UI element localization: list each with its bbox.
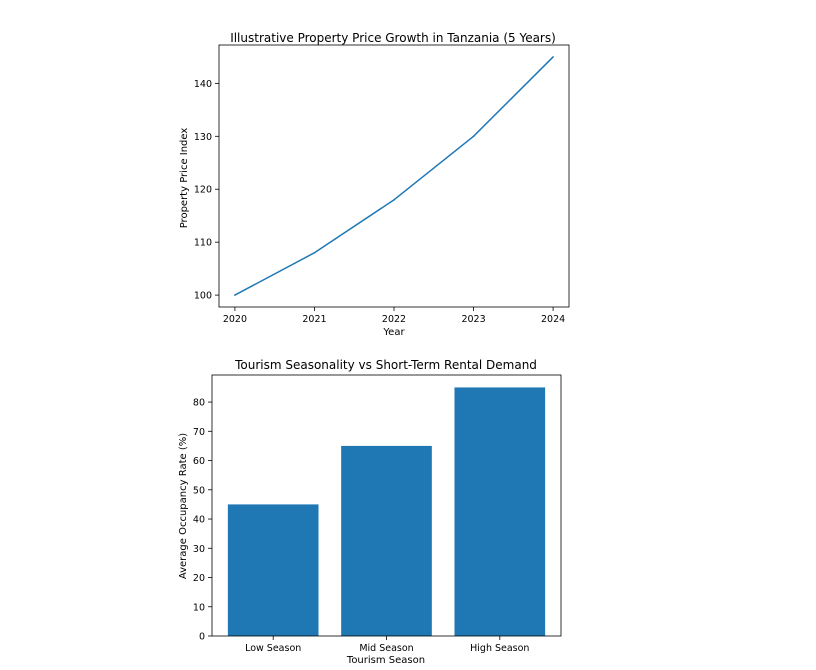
bar-chart-xlabel: Tourism Season <box>346 655 425 666</box>
x-tick-label: 2021 <box>302 314 326 325</box>
x-tick-label: High Season <box>470 643 529 654</box>
y-tick-label: 130 <box>194 132 212 143</box>
y-tick-label: 40 <box>193 515 205 526</box>
x-tick-label: 2024 <box>541 314 565 325</box>
y-tick-label: 20 <box>193 573 205 584</box>
y-tick-label: 100 <box>194 291 212 302</box>
bar-chart-frame <box>211 374 562 637</box>
y-tick-label: 80 <box>193 398 205 409</box>
line-point <box>472 135 475 138</box>
bar <box>227 504 319 636</box>
bar-chart-title: Tourism Seasonality vs Short-Term Rental… <box>234 358 537 372</box>
x-tick-label: Low Season <box>245 643 301 654</box>
line-chart-plot-area: 2020 2021 2022 2023 2024 100 110 120 130 140 <box>194 56 565 325</box>
bar <box>454 387 546 636</box>
bar-chart-ylabel: Average Occupancy Rate (%) <box>178 433 189 579</box>
y-tick-label: 50 <box>193 485 205 496</box>
line-point <box>234 294 236 296</box>
line-chart: Illustrative Property Price Growth in Ta… <box>179 31 570 338</box>
bar-chart: Tourism Seasonality vs Short-Term Rental… <box>178 358 562 666</box>
line-point <box>313 251 316 254</box>
x-tick-label: 2022 <box>382 314 406 325</box>
y-tick-label: 140 <box>194 79 212 90</box>
y-tick-label: 30 <box>193 544 205 555</box>
line-point <box>393 199 395 201</box>
y-tick-label: 0 <box>199 632 205 643</box>
y-tick-label: 70 <box>193 427 205 438</box>
line-point <box>552 56 554 58</box>
y-tick-label: 10 <box>193 602 205 613</box>
line-chart-xlabel: Year <box>382 327 405 338</box>
y-tick-label: 60 <box>193 456 205 467</box>
line-chart-title: Illustrative Property Price Growth in Ta… <box>230 31 556 45</box>
line-chart-frame <box>218 44 570 308</box>
x-tick-label: 2023 <box>461 314 485 325</box>
x-tick-label: Mid Season <box>359 643 413 654</box>
y-tick-label: 110 <box>194 238 212 249</box>
bar <box>341 445 432 636</box>
bar-chart-plot-area: Low Season Mid Season High Season 0 10 20 30 40… <box>193 387 546 654</box>
line-series-0 <box>234 56 554 296</box>
y-tick-label: 120 <box>194 185 212 196</box>
x-tick-label: 2020 <box>223 314 247 325</box>
line-chart-ylabel: Property Price Index <box>179 128 190 229</box>
